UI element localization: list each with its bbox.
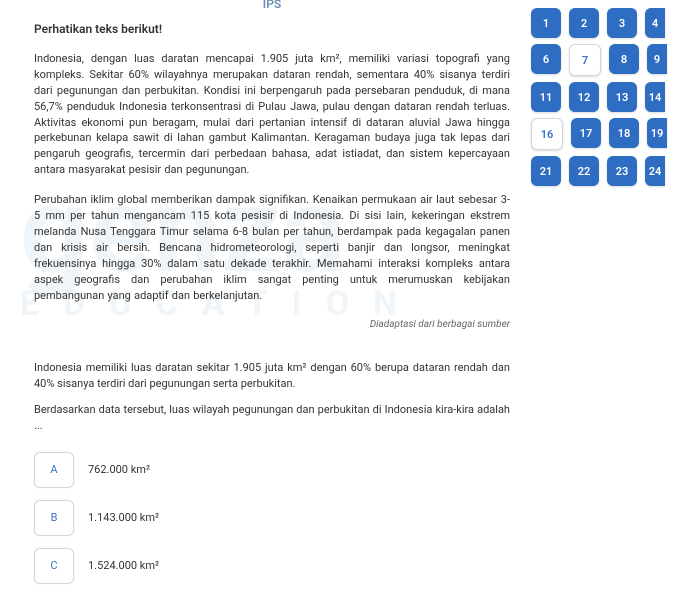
nav-button-13[interactable]: 13 [607, 82, 637, 112]
nav-button-17[interactable]: 17 [571, 118, 601, 148]
nav-row: 6789 [531, 44, 689, 76]
subject-label: IPS [34, 0, 510, 13]
question-navigator: 12346789111213141617181921222324 [531, 8, 689, 192]
instruction-heading: Perhatikan teks berikut! [34, 21, 510, 38]
passage-paragraph-2: Perubahan iklim global memberikan dampak… [34, 192, 510, 304]
nav-button-14[interactable]: 14 [645, 82, 665, 112]
nav-button-4[interactable]: 4 [645, 8, 665, 38]
nav-button-23[interactable]: 23 [607, 156, 637, 186]
option-letter-a: A [34, 452, 74, 488]
nav-button-24[interactable]: 24 [645, 156, 665, 186]
nav-row: 11 12 13 14 [531, 82, 689, 112]
nav-button-18[interactable]: 18 [609, 118, 639, 148]
passage-source: Diadaptasi dari berbagai sumber [34, 318, 510, 333]
nav-button-19[interactable]: 19 [647, 118, 667, 148]
option-text-a: 762.000 km² [88, 462, 150, 478]
option-text-c: 1.524.000 km² [88, 558, 159, 574]
question-stem-2: Berdasarkan data tersebut, luas wilayah … [34, 402, 510, 434]
passage-paragraph-1: Indonesia, dengan luas daratan mencapai … [34, 51, 510, 179]
nav-button-6[interactable]: 6 [531, 44, 561, 74]
question-content: IPS Perhatikan teks berikut! Indonesia, … [34, 0, 510, 593]
nav-button-8[interactable]: 8 [609, 44, 639, 74]
option-b[interactable]: B 1.143.000 km² [34, 500, 510, 536]
nav-button-12[interactable]: 12 [569, 82, 599, 112]
option-text-b: 1.143.000 km² [88, 510, 159, 526]
nav-button-7[interactable]: 7 [569, 44, 601, 76]
option-letter-b: B [34, 500, 74, 536]
question-stem-1: Indonesia memiliki luas daratan sekitar … [34, 360, 510, 392]
option-letter-c: C [34, 548, 74, 584]
nav-button-9[interactable]: 9 [647, 44, 667, 74]
option-c[interactable]: C 1.524.000 km² [34, 548, 510, 584]
nav-row: 21 22 23 24 [531, 156, 689, 186]
nav-row: 16 17 18 19 [531, 118, 689, 150]
nav-button-2[interactable]: 2 [569, 8, 599, 38]
nav-button-3[interactable]: 3 [607, 8, 637, 38]
nav-button-22[interactable]: 22 [569, 156, 599, 186]
nav-button-11[interactable]: 11 [531, 82, 561, 112]
option-a[interactable]: A 762.000 km² [34, 452, 510, 488]
nav-button-21[interactable]: 21 [531, 156, 561, 186]
nav-button-16[interactable]: 16 [531, 118, 563, 150]
nav-row: 1234 [531, 8, 689, 38]
nav-button-1[interactable]: 1 [531, 8, 561, 38]
